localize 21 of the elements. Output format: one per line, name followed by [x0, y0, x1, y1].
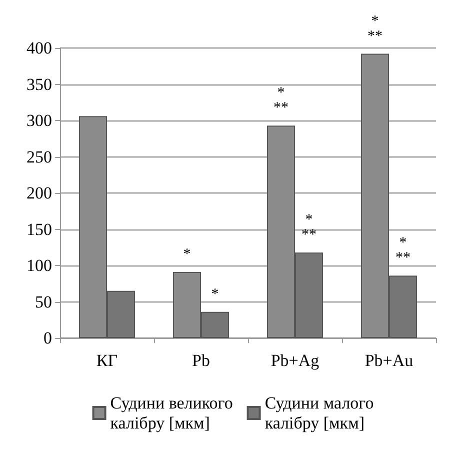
y-tick-label: 350 — [26, 74, 52, 94]
annotation: * ** — [302, 212, 316, 243]
legend-label: Судини великого калібру [мкм] — [110, 394, 233, 432]
annotation: * — [183, 246, 191, 263]
y-tick-label: 200 — [26, 184, 52, 202]
y-tick-label: 250 — [26, 147, 52, 166]
annotation: * ** — [274, 85, 288, 116]
x-tick-label: КГ — [96, 351, 118, 370]
legend-label: Судини малого калібру [мкм] — [264, 394, 374, 432]
y-tick-label: 0 — [44, 328, 52, 348]
annotation: * ** — [396, 235, 410, 266]
x-tick-label: Pb+Au — [364, 351, 414, 370]
x-tick-label: Pb — [192, 351, 210, 370]
y-tick-label: 50 — [35, 292, 52, 312]
y-tick-label: 150 — [26, 220, 52, 239]
y-tick-label: 400 — [26, 38, 52, 58]
y-tick-label: 300 — [26, 111, 52, 130]
annotation: * ** — [368, 13, 382, 44]
y-tick-label: 100 — [26, 256, 52, 275]
x-tick-label: Pb+Ag — [270, 351, 320, 370]
annotation: * — [211, 286, 219, 302]
